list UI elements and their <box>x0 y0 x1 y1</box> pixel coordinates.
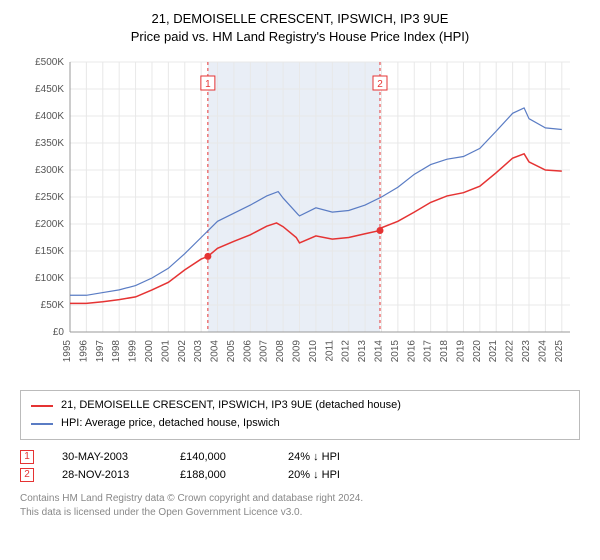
svg-text:2004: 2004 <box>210 340 221 363</box>
sales-table: 1 30-MAY-2003 £140,000 24% ↓ HPI 2 28-NO… <box>20 448 580 484</box>
sale-date: 30-MAY-2003 <box>62 451 152 463</box>
svg-text:2017: 2017 <box>423 340 434 363</box>
svg-text:£0: £0 <box>53 327 65 338</box>
svg-text:£350K: £350K <box>35 138 64 149</box>
sale-pct: 24% ↓ HPI <box>288 451 340 463</box>
svg-text:2021: 2021 <box>488 340 499 363</box>
svg-text:£100K: £100K <box>35 273 64 284</box>
svg-text:2019: 2019 <box>455 340 466 363</box>
svg-text:2011: 2011 <box>324 340 335 362</box>
svg-text:1: 1 <box>205 79 211 90</box>
legend: 21, DEMOISELLE CRESCENT, IPSWICH, IP3 9U… <box>20 390 580 439</box>
svg-text:2006: 2006 <box>242 340 253 363</box>
title-line-1: 21, DEMOISELLE CRESCENT, IPSWICH, IP3 9U… <box>20 10 580 28</box>
svg-text:2024: 2024 <box>537 340 548 363</box>
svg-text:1995: 1995 <box>62 340 73 363</box>
svg-text:2003: 2003 <box>193 340 204 363</box>
chart-title: 21, DEMOISELLE CRESCENT, IPSWICH, IP3 9U… <box>20 10 580 46</box>
svg-text:£200K: £200K <box>35 219 64 230</box>
svg-text:2020: 2020 <box>472 340 483 363</box>
attribution: Contains HM Land Registry data © Crown c… <box>20 492 580 520</box>
svg-text:1999: 1999 <box>128 340 139 363</box>
svg-text:2000: 2000 <box>144 340 155 363</box>
svg-text:£450K: £450K <box>35 84 64 95</box>
sale-pct: 20% ↓ HPI <box>288 469 340 481</box>
attribution-line-1: Contains HM Land Registry data © Crown c… <box>20 492 580 506</box>
svg-text:1998: 1998 <box>111 340 122 363</box>
legend-item-property: 21, DEMOISELLE CRESCENT, IPSWICH, IP3 9U… <box>31 397 569 415</box>
svg-text:£150K: £150K <box>35 246 64 257</box>
legend-swatch <box>31 405 53 407</box>
svg-text:2022: 2022 <box>505 340 516 363</box>
svg-text:2: 2 <box>377 79 383 90</box>
svg-text:2018: 2018 <box>439 340 450 363</box>
svg-text:2025: 2025 <box>554 340 565 363</box>
sale-marker-icon: 1 <box>20 450 34 464</box>
svg-text:1996: 1996 <box>78 340 89 363</box>
svg-text:£50K: £50K <box>41 300 65 311</box>
svg-text:2001: 2001 <box>160 340 171 363</box>
sale-date: 28-NOV-2013 <box>62 469 152 481</box>
svg-text:2014: 2014 <box>373 340 384 363</box>
legend-item-hpi: HPI: Average price, detached house, Ipsw… <box>31 415 569 433</box>
svg-text:£300K: £300K <box>35 165 64 176</box>
sale-row: 2 28-NOV-2013 £188,000 20% ↓ HPI <box>20 466 580 484</box>
svg-text:1997: 1997 <box>95 340 106 363</box>
svg-text:£500K: £500K <box>35 57 64 68</box>
svg-text:2023: 2023 <box>521 340 532 363</box>
line-chart: £0 £50K £100K £150K £200K £250K £300K £350K £400… <box>20 52 580 382</box>
sale-price: £140,000 <box>180 451 260 463</box>
svg-text:2008: 2008 <box>275 340 286 363</box>
title-line-2: Price paid vs. HM Land Registry's House … <box>20 28 580 46</box>
sale-marker-icon: 2 <box>20 468 34 482</box>
chart-container: 21, DEMOISELLE CRESCENT, IPSWICH, IP3 9U… <box>0 0 600 530</box>
svg-text:2005: 2005 <box>226 340 237 363</box>
svg-text:£250K: £250K <box>35 192 64 203</box>
svg-text:2012: 2012 <box>341 340 352 363</box>
svg-text:2010: 2010 <box>308 340 319 363</box>
legend-label: 21, DEMOISELLE CRESCENT, IPSWICH, IP3 9U… <box>61 397 401 415</box>
attribution-line-2: This data is licensed under the Open Gov… <box>20 506 580 520</box>
svg-text:2015: 2015 <box>390 340 401 363</box>
sale-row: 1 30-MAY-2003 £140,000 24% ↓ HPI <box>20 448 580 466</box>
sale-price: £188,000 <box>180 469 260 481</box>
legend-swatch <box>31 423 53 425</box>
svg-text:2009: 2009 <box>292 340 303 363</box>
svg-text:2013: 2013 <box>357 340 368 363</box>
legend-label: HPI: Average price, detached house, Ipsw… <box>61 415 280 433</box>
chart-area: £0 £50K £100K £150K £200K £250K £300K £350K £400… <box>20 52 580 382</box>
svg-text:2007: 2007 <box>259 340 270 363</box>
svg-text:2016: 2016 <box>406 340 417 363</box>
svg-text:£400K: £400K <box>35 111 64 122</box>
svg-text:2002: 2002 <box>177 340 188 363</box>
